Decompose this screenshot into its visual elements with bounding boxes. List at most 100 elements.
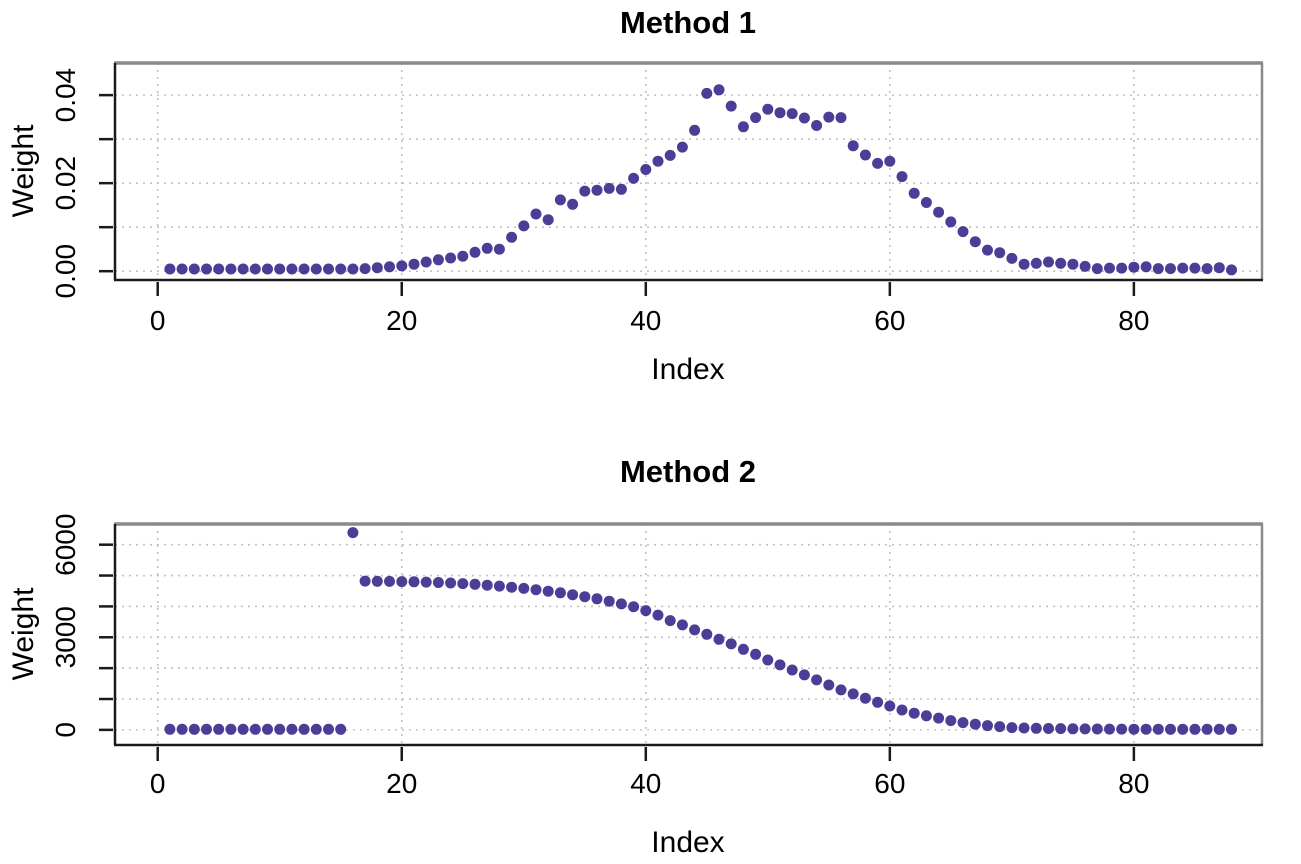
data-point	[1152, 263, 1164, 275]
data-point	[359, 575, 371, 587]
data-point	[1043, 256, 1054, 268]
data-point	[201, 263, 212, 275]
data-point	[323, 723, 334, 735]
data-point	[530, 584, 542, 596]
data-point	[1006, 722, 1018, 734]
data-point	[1213, 262, 1225, 274]
y-tick-label: 0.00	[50, 244, 81, 299]
data-point	[1079, 260, 1091, 272]
data-point	[298, 263, 310, 275]
data-point	[737, 121, 749, 133]
data-point	[701, 87, 713, 99]
data-point	[384, 261, 395, 273]
data-point	[1128, 723, 1140, 735]
data-point	[591, 184, 603, 196]
x-tick-label: 40	[630, 305, 661, 336]
data-point	[737, 643, 749, 655]
data-point	[652, 155, 664, 167]
data-point	[1043, 723, 1054, 734]
data-point	[1018, 258, 1030, 270]
data-point	[994, 247, 1006, 259]
x-tick-label: 0	[150, 305, 166, 336]
data-point	[542, 585, 554, 597]
data-point	[1189, 262, 1201, 274]
data-point	[408, 576, 420, 588]
data-point	[457, 250, 469, 262]
data-point	[323, 263, 334, 275]
data-point	[298, 723, 310, 735]
data-point	[506, 231, 518, 243]
y-tick-label: 0	[50, 722, 81, 738]
data-point	[933, 206, 945, 218]
data-point	[920, 710, 932, 722]
data-point	[1201, 723, 1213, 735]
data-point	[615, 183, 627, 195]
data-point	[945, 715, 957, 727]
data-point	[371, 575, 383, 587]
y-tick-label: 6000	[50, 514, 81, 576]
data-point	[1226, 264, 1237, 276]
x-tick-label: 20	[386, 305, 417, 336]
y-tick-label: 0.02	[50, 156, 81, 211]
x-tick-label: 60	[874, 305, 905, 336]
data-point	[1104, 723, 1115, 735]
data-point	[811, 674, 823, 686]
data-point	[1165, 263, 1176, 275]
data-point	[188, 263, 200, 275]
x-tick-label: 20	[386, 768, 417, 799]
data-point	[554, 587, 566, 599]
chart2-title: Method 2	[620, 454, 756, 489]
data-point	[445, 577, 457, 589]
data-point	[689, 624, 701, 636]
data-point	[896, 704, 908, 716]
data-point	[530, 208, 542, 220]
data-point	[872, 696, 884, 708]
data-point	[786, 108, 798, 120]
data-point	[554, 194, 566, 206]
data-point	[786, 664, 798, 676]
data-point	[432, 254, 444, 266]
data-point	[542, 214, 554, 226]
x-tick-label: 0	[150, 768, 166, 799]
data-point	[689, 124, 701, 136]
data-point	[1030, 722, 1042, 734]
data-point	[506, 581, 518, 593]
data-point	[969, 236, 981, 248]
data-point	[713, 84, 725, 96]
data-point	[1140, 723, 1152, 735]
data-point	[201, 723, 212, 735]
data-point	[493, 243, 505, 255]
data-point	[957, 226, 969, 238]
data-point	[1091, 263, 1103, 275]
data-point	[823, 111, 835, 123]
chart2-ylabel: Weight	[7, 587, 40, 680]
data-point	[469, 578, 481, 590]
data-point	[1116, 723, 1128, 735]
data-point	[762, 654, 774, 666]
data-point	[249, 723, 261, 735]
data-point	[969, 718, 981, 730]
data-point	[237, 723, 249, 735]
data-point	[628, 172, 640, 184]
data-point	[1018, 722, 1030, 734]
data-point	[518, 220, 530, 232]
data-point	[249, 263, 261, 275]
data-point	[1055, 723, 1067, 735]
data-point	[408, 258, 420, 270]
data-point	[896, 171, 908, 183]
data-point	[274, 723, 286, 735]
data-point	[908, 187, 920, 199]
data-point	[1140, 261, 1152, 273]
data-point	[286, 723, 298, 735]
y-tick-label: 3000	[50, 606, 81, 668]
data-point	[579, 591, 591, 603]
data-point	[176, 723, 188, 735]
data-point	[274, 263, 286, 275]
data-point	[213, 723, 225, 735]
data-point	[164, 723, 176, 735]
data-point	[1177, 262, 1189, 274]
data-point	[994, 721, 1006, 733]
x-tick-label: 60	[874, 768, 905, 799]
data-point	[920, 197, 932, 208]
data-point	[811, 120, 823, 131]
